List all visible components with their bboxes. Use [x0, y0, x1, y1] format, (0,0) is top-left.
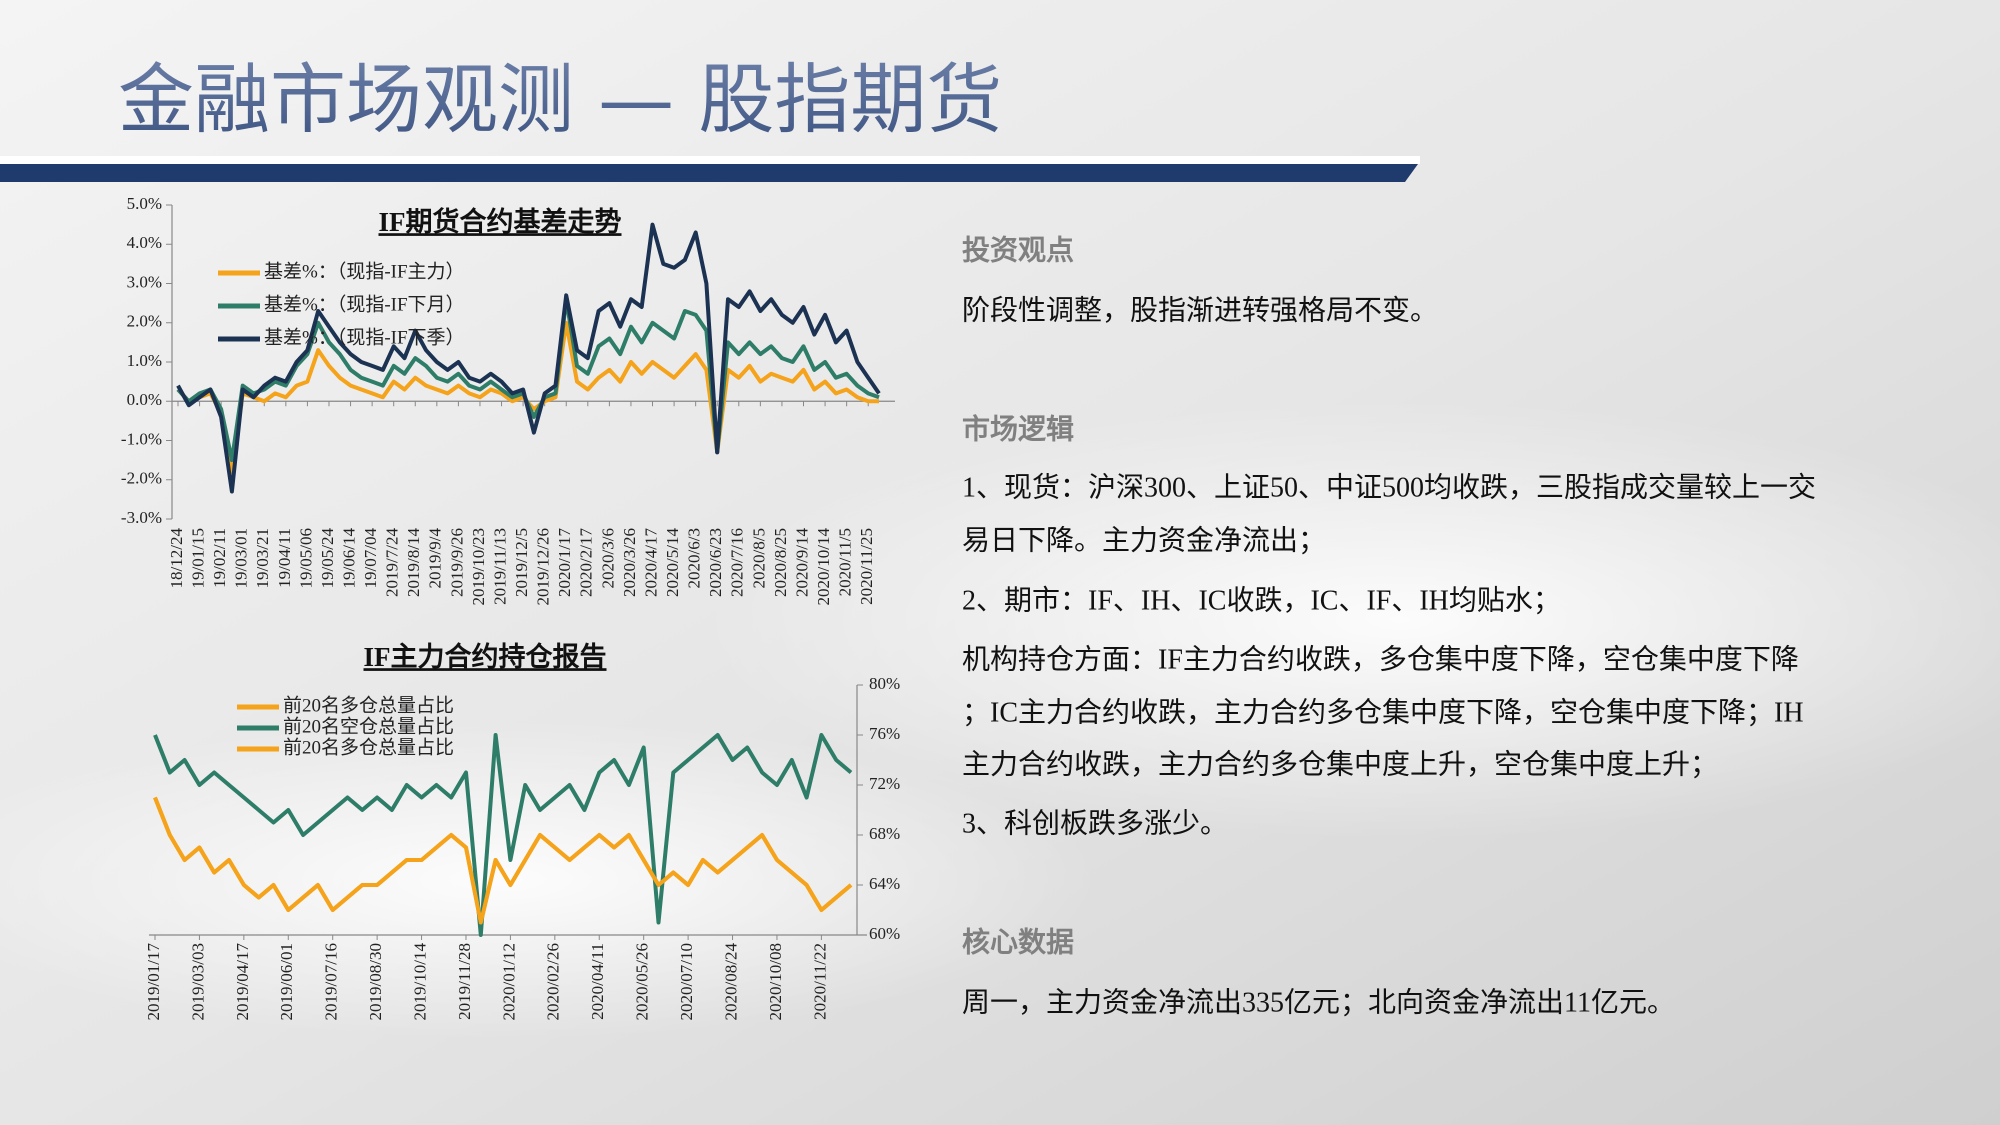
chart: IF主力合约持仓报告 60% 64% 68% 72% 76% 80% 2019/01/17 20… [144, 641, 900, 1020]
x-tick-label: 2020/7/16 [728, 528, 747, 597]
x-tick-label: 2020/10/08 [766, 943, 785, 1020]
x-tick-label: 19/03/21 [253, 528, 272, 588]
charts: IF期货合约基差走势 -3.0% -2.0% -1.0% 0.0% 1.0% 2.0% 3.0… [121, 194, 900, 1021]
x-tick-label: 2019/7/24 [383, 528, 402, 597]
section-text: 易日下降。主力资金净流出； [962, 524, 1326, 556]
y-tick-label: 4.0% [127, 233, 162, 252]
x-tick-label: 2020/1/17 [555, 528, 574, 597]
x-tick-label: 2019/9/26 [447, 528, 466, 597]
section-heading: 市场逻辑 [962, 412, 1074, 445]
x-tick-label: 2019/11/28 [455, 943, 474, 1020]
x-tick-label: 2019/11/13 [490, 528, 509, 605]
background-glow [0, 720, 1100, 1040]
section-text: 周一，主力资金净流出335亿元；北向资金净流出11亿元。 [962, 986, 1675, 1018]
y-tick-label: 60% [869, 924, 900, 943]
x-tick-label: 2019/9/4 [426, 528, 445, 589]
legend-label: 前20名多仓总量占比 [283, 736, 454, 758]
background-glow [700, 400, 2000, 840]
x-tick-label: 2020/02/26 [544, 943, 563, 1020]
x-tick-label: 2020/10/14 [814, 528, 833, 606]
legend-label: 基差%：（现指-IF主力） [264, 260, 465, 282]
section-text: 阶段性调整，股指渐进转强格局不变。 [962, 294, 1438, 326]
x-tick-label: 2019/10/14 [410, 943, 429, 1021]
section-heading: 投资观点 [962, 234, 1074, 266]
x-tick-label: 2019/08/30 [366, 943, 385, 1020]
x-tick-label: 2020/5/14 [663, 528, 682, 597]
title-bar [0, 164, 1418, 182]
y-tick-label: -1.0% [121, 429, 162, 448]
x-tick-label: 2019/03/03 [188, 943, 207, 1020]
x-tick-label: 2019/07/16 [322, 943, 341, 1020]
series-line [153, 796, 853, 925]
y-tick-label: 0.0% [127, 390, 162, 409]
x-tick-label: 2019/01/17 [144, 943, 163, 1021]
y-tick-label: -2.0% [121, 469, 162, 488]
x-tick-label: 2020/9/14 [792, 528, 811, 597]
series-line [176, 222, 881, 494]
x-tick-label: 19/01/15 [188, 528, 207, 588]
section-heading: 核心数据 [962, 926, 1074, 958]
x-tick-label: 2020/3/6 [598, 528, 617, 588]
x-tick-label: 2019/12/5 [512, 528, 531, 597]
section-text: 3、科创板跌多涨少。 [962, 807, 1228, 839]
section-text: ；IC主力合约收跌，主力合约多仓集中度下降，空仓集中度下降；IH [962, 696, 1804, 728]
x-tick-label: 2020/8/25 [771, 528, 790, 597]
x-tick-label: 18/12/24 [167, 528, 186, 589]
chart-title: IF主力合约持仓报告 [364, 641, 607, 672]
section-text: 机构持仓方面：IF主力合约收跌，多仓集中度下降，空仓集中度下降 [962, 643, 1799, 675]
series-line [153, 733, 853, 937]
x-tick-label: 19/06/14 [339, 528, 358, 589]
x-tick-label: 2020/4/17 [641, 528, 660, 597]
y-tick-label: 2.0% [127, 312, 162, 331]
legend-label: 基差%：（现指-IF下月） [264, 293, 465, 315]
x-tick-label: 2020/01/12 [499, 943, 518, 1020]
x-tick-label: 2020/08/24 [721, 943, 740, 1021]
y-tick-label: 64% [869, 874, 900, 893]
section-text: 主力合约收跌，主力合约多仓集中度上升，空仓集中度上升； [962, 748, 1718, 780]
y-tick-label: 76% [869, 724, 900, 743]
x-tick-label: 2020/2/17 [577, 528, 596, 597]
x-tick-label: 2019/12/26 [534, 528, 553, 605]
x-tick-label: 2020/8/5 [749, 528, 768, 588]
x-tick-label: 19/03/01 [232, 528, 251, 588]
legend-label: 基差%：（现指-IF下季） [264, 326, 465, 348]
x-tick-label: 2020/3/26 [620, 528, 639, 597]
x-tick-label: 2020/04/11 [588, 943, 607, 1020]
y-tick-label: 68% [869, 824, 900, 843]
x-tick-label: 19/02/11 [210, 528, 229, 588]
x-tick-label: 2020/6/23 [706, 528, 725, 597]
legend-label: 前20名多仓总量占比 [283, 694, 454, 716]
y-tick-label: 3.0% [127, 272, 162, 291]
x-tick-label: 2019/04/17 [233, 943, 252, 1021]
y-tick-label: -3.0% [121, 508, 162, 527]
y-tick-label: 80% [869, 674, 900, 693]
x-tick-label: 2019/8/14 [404, 528, 423, 597]
x-tick-label: 2020/05/26 [633, 943, 652, 1020]
x-tick-label: 19/04/11 [275, 528, 294, 588]
y-tick-label: 1.0% [127, 351, 162, 370]
x-tick-label: 2019/06/01 [277, 943, 296, 1020]
x-tick-label: 19/05/24 [318, 528, 337, 589]
section-text: 2、期市：IF、IH、IC收跌，IC、IF、IH均贴水； [962, 584, 1561, 616]
x-tick-label: 2020/11/5 [836, 528, 855, 596]
x-tick-label: 19/07/04 [361, 528, 380, 589]
x-tick-label: 2020/11/22 [810, 943, 829, 1020]
section-text: 1、现货：沪深300、上证50、中证500均收跌，三股指成交量较上一交 [962, 471, 1816, 503]
y-tick-label: 5.0% [127, 194, 162, 213]
title-rule-light [0, 156, 1420, 164]
x-tick-label: 2020/07/10 [677, 943, 696, 1020]
chart: IF期货合约基差走势 -3.0% -2.0% -1.0% 0.0% 1.0% 2.0% 3.0… [121, 194, 895, 606]
chart-title: IF期货合约基差走势 [379, 206, 622, 237]
x-tick-label: 2020/11/25 [857, 528, 876, 605]
slide-title: 金融市场观测 — 股指期货 [118, 55, 1002, 144]
x-tick-label: 2020/6/3 [685, 528, 704, 588]
x-tick-label: 2019/10/23 [469, 528, 488, 605]
y-tick-label: 72% [869, 774, 900, 793]
legend-label: 前20名空仓总量占比 [283, 715, 454, 737]
x-tick-label: 19/05/06 [296, 528, 315, 588]
